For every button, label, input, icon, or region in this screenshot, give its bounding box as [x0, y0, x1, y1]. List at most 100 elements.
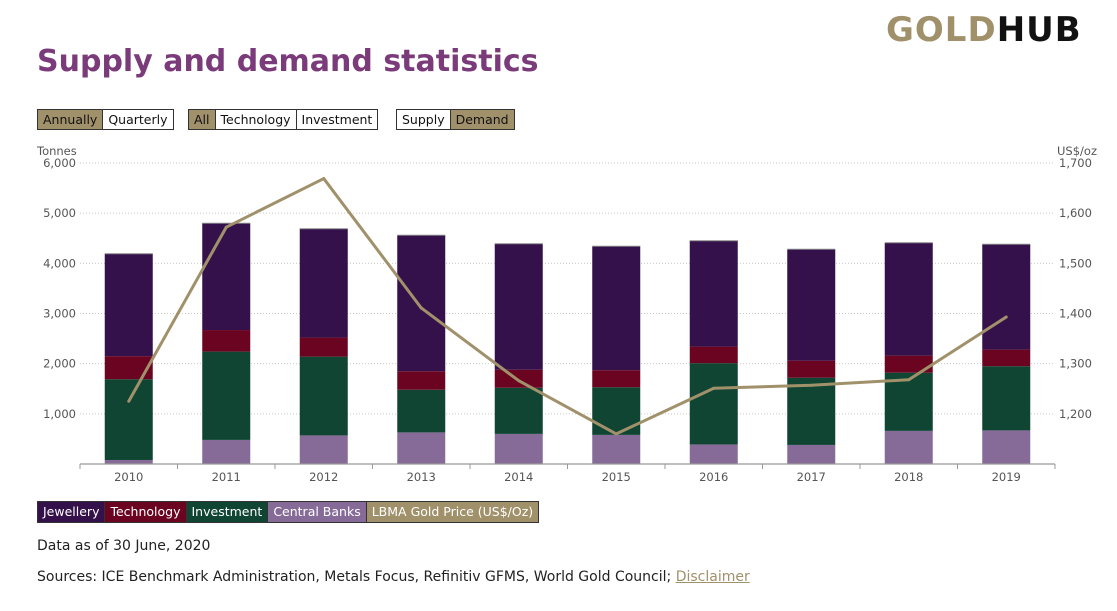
bar-technology-2012 [299, 337, 348, 357]
y-tick-label: 6,000 [43, 156, 76, 170]
supply-button[interactable]: Supply [397, 110, 451, 129]
bar-technology-2017 [787, 360, 836, 378]
bar-investment-2015 [592, 387, 641, 435]
x-tick-label: 2018 [894, 470, 923, 484]
data-date-note: Data as of 30 June, 2020 [37, 538, 211, 554]
chart-legend: Jewellery Technology Investment Central … [37, 501, 540, 523]
technology-button[interactable]: Technology [215, 110, 297, 129]
bar-central-banks-2017 [787, 444, 836, 464]
bar-jewellery-2012 [299, 228, 348, 338]
bar-technology-2016 [689, 346, 738, 364]
legend-lbma-gold-price[interactable]: LBMA Gold Price (US$/Oz) [366, 502, 539, 522]
x-tick-label: 2014 [504, 470, 533, 484]
bar-jewellery-2013 [397, 235, 446, 372]
y-tick-label: 4,000 [43, 256, 76, 270]
bar-central-banks-2012 [299, 435, 348, 464]
price-line [127, 177, 1008, 436]
price-point-2012 [322, 177, 326, 181]
bar-jewellery-2016 [689, 240, 738, 347]
bar-technology-2010 [104, 356, 153, 380]
x-tick-label: 2015 [602, 470, 631, 484]
all-button[interactable]: All [189, 110, 216, 129]
bar-jewellery-2015 [592, 246, 641, 371]
x-tick-label: 2016 [699, 470, 728, 484]
y2-tick-label: 1,400 [1059, 307, 1092, 321]
y-tick-label: 2,000 [43, 357, 76, 371]
y2-tick-label: 1,300 [1059, 357, 1092, 371]
x-tick-label: 2017 [797, 470, 826, 484]
price-point-2011 [224, 225, 228, 229]
x-tick-label: 2011 [212, 470, 241, 484]
y2-tick-label: 1,500 [1059, 256, 1092, 270]
x-tick-label: 2010 [114, 470, 143, 484]
price-point-2019 [1004, 315, 1008, 319]
investment-button[interactable]: Investment [296, 110, 378, 129]
price-point-2014 [517, 379, 521, 383]
axes: 1,000 2,000 3,000 4,000 5,000 6,000 1,200 1,300… [36, 144, 1097, 484]
bar-jewellery-2017 [787, 249, 836, 361]
bar-central-banks-2010 [104, 459, 153, 464]
demand-button[interactable]: Demand [450, 110, 514, 129]
bar-central-banks-2013 [397, 432, 446, 464]
y-tick-label: 3,000 [43, 307, 76, 321]
bar-investment-2016 [689, 363, 738, 445]
price-point-2017 [809, 383, 813, 387]
price-point-2018 [907, 378, 911, 382]
bar-technology-2013 [397, 371, 446, 390]
price-point-2016 [712, 386, 716, 390]
price-point-2013 [419, 306, 423, 310]
supply-demand-chart: 1,000 2,000 3,000 4,000 5,000 6,000 1,200 1,300… [36, 144, 1097, 484]
y2-tick-label: 1,700 [1059, 156, 1092, 170]
bar-investment-2014 [494, 387, 543, 434]
x-tick-label: 2013 [407, 470, 436, 484]
quarterly-button[interactable]: Quarterly [103, 110, 173, 129]
y2-tick-label: 1,600 [1059, 206, 1092, 220]
bar-investment-2017 [787, 377, 836, 445]
bar-investment-2010 [104, 379, 153, 460]
bar-jewellery-2010 [104, 253, 153, 357]
x-tick-label: 2012 [309, 470, 338, 484]
bar-central-banks-2015 [592, 434, 641, 464]
bar-technology-2015 [592, 370, 641, 388]
y-tick-label: 5,000 [43, 206, 76, 220]
bar-technology-2011 [202, 330, 251, 352]
bar-central-banks-2014 [494, 433, 543, 464]
legend-jewellery[interactable]: Jewellery [38, 502, 106, 522]
price-point-2015 [614, 432, 618, 436]
bar-investment-2011 [202, 351, 251, 440]
supply-demand-toggle: Supply Demand [396, 109, 515, 130]
legend-central-banks[interactable]: Central Banks [268, 502, 367, 522]
price-line-layer [127, 177, 1008, 436]
bar-jewellery-2019 [982, 244, 1031, 350]
logo-part-hub: HUB [996, 10, 1082, 50]
bar-central-banks-2018 [884, 430, 933, 464]
bar-technology-2018 [884, 355, 933, 373]
y-axis-label: Tonnes [36, 144, 77, 158]
bar-investment-2019 [982, 366, 1031, 431]
bar-technology-2014 [494, 369, 543, 388]
goldhub-logo[interactable]: GOLDHUB [886, 10, 1082, 50]
y-tick-label: 1,000 [43, 407, 76, 421]
bar-jewellery-2011 [202, 223, 251, 331]
bar-investment-2018 [884, 372, 933, 431]
category-toggle: All Technology Investment [188, 109, 379, 130]
bar-investment-2012 [299, 356, 348, 436]
bar-central-banks-2019 [982, 430, 1031, 464]
disclaimer-link[interactable]: Disclaimer [675, 569, 750, 585]
x-tick-label: 2019 [992, 470, 1021, 484]
bar-central-banks-2011 [202, 439, 251, 464]
bar-central-banks-2016 [689, 444, 738, 464]
y2-tick-label: 1,200 [1059, 407, 1092, 421]
period-toggle: Annually Quarterly [37, 109, 174, 130]
bar-jewellery-2014 [494, 243, 543, 370]
bar-technology-2019 [982, 349, 1031, 367]
bar-investment-2013 [397, 389, 446, 433]
sources-line: Sources: ICE Benchmark Administration, M… [37, 567, 750, 587]
sources-text: Sources: ICE Benchmark Administration, M… [37, 569, 672, 585]
legend-investment[interactable]: Investment [186, 502, 269, 522]
logo-part-gold: GOLD [886, 10, 997, 50]
bars [104, 222, 1031, 464]
legend-technology[interactable]: Technology [105, 502, 187, 522]
bar-jewellery-2018 [884, 242, 933, 356]
annually-button[interactable]: Annually [38, 110, 104, 129]
